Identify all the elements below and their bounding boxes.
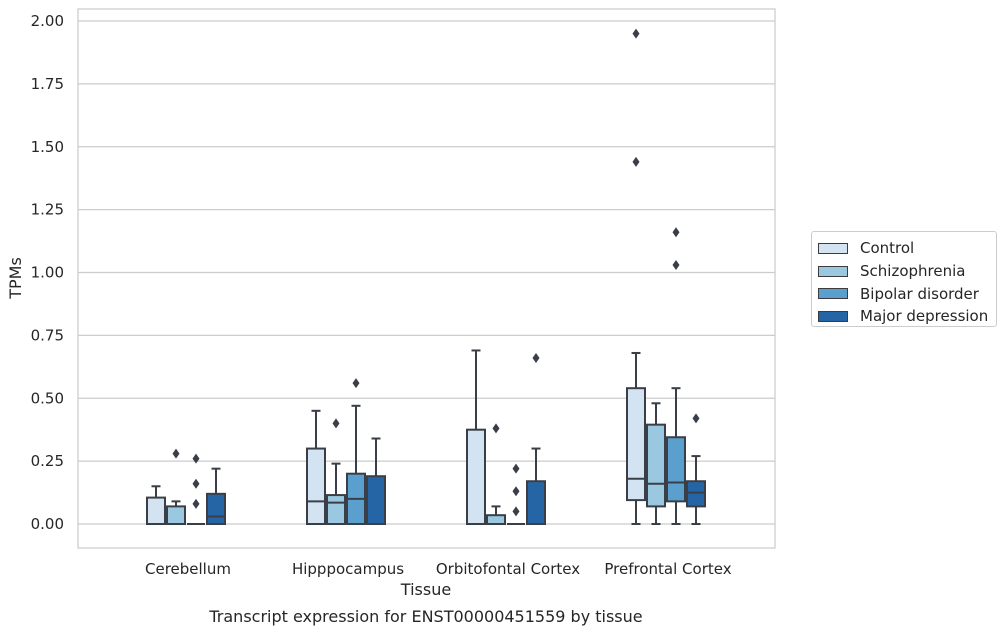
box-prefrontal-cortex-bipolar-disorder [666,227,686,525]
box-cerebellum-schizophrenia-body [166,505,186,525]
x-axis-ticks: Cerebellum Hipppocampus Orbitofontal Corte… [145,560,732,578]
legend: Control Schizophrenia Bipolar disorder M… [811,231,997,327]
legend-swatch-bipolar-disorder [818,288,848,300]
box-prefrontal-cortex-bipolar-disorder-body [666,436,686,503]
legend-item-bipolar-disorder: Bipolar disorder [818,282,996,305]
box-hipppocampus-bipolar-disorder [346,378,366,526]
box-prefrontal-cortex-major-depression [686,413,706,525]
box-prefrontal-cortex-schizophrenia-body [646,423,666,508]
legend-label-major-depression: Major depression [860,307,989,326]
box-cerebellum-schizophrenia [166,448,186,525]
box-hipppocampus-schizophrenia [326,418,346,526]
boxes [146,28,706,526]
box-orbitofontal-cortex-schizophrenia-body [486,514,506,526]
legend-swatch-control [818,242,848,254]
y-tick-label-2: 0.50 [31,389,64,407]
y-tick-label-6: 1.50 [31,138,64,156]
y-tick-label-1: 0.25 [31,452,64,470]
box-cerebellum-schizophrenia-outlier-0 [172,448,180,459]
box-hipppocampus-control-body [306,447,326,525]
y-tick-label-3: 0.75 [31,326,64,344]
x-tick-label-prefrontal-cortex: Prefrontal Cortex [604,560,731,578]
box-prefrontal-cortex-control-outlier-0 [632,28,640,39]
legend-label-bipolar-disorder: Bipolar disorder [860,284,979,303]
box-orbitofontal-cortex-major-depression-body [526,480,546,525]
y-tick-label-8: 2.00 [31,12,64,30]
box-prefrontal-cortex-control-body [626,387,646,502]
legend-label-control: Control [860,239,915,258]
box-cerebellum-major-depression-body [206,492,226,526]
x-tick-label-orbitofontal-cortex: Orbitofontal Cortex [436,560,580,578]
box-orbitofontal-cortex-bipolar-disorder-outlier-2 [512,506,520,517]
box-hipppocampus-schizophrenia-outlier-0 [332,418,340,429]
box-orbitofontal-cortex-bipolar-disorder [507,463,525,525]
y-tick-label-0: 0.00 [31,515,64,533]
box-hipppocampus-major-depression [366,437,386,525]
box-prefrontal-cortex-major-depression-body [686,480,706,508]
box-orbitofontal-cortex-bipolar-disorder-outlier-1 [512,486,520,497]
gridlines [78,20,775,525]
box-orbitofontal-cortex-control-body [466,428,486,525]
box-orbitofontal-cortex-major-depression [526,353,546,525]
box-prefrontal-cortex-control-outlier-1 [632,156,640,167]
legend-item-control: Control [818,237,996,260]
box-orbitofontal-cortex-control [466,349,486,525]
y-tick-label-7: 1.75 [31,75,64,93]
box-prefrontal-cortex-schizophrenia [646,402,666,525]
box-hipppocampus-schizophrenia-body [326,494,346,526]
box-orbitofontal-cortex-major-depression-outlier-0 [532,353,540,364]
box-hipppocampus-bipolar-disorder-outlier-0 [352,378,360,389]
box-orbitofontal-cortex-schizophrenia-outlier-0 [492,423,500,434]
box-prefrontal-cortex-bipolar-disorder-outlier-1 [672,259,680,270]
x-tick-label-hipppocampus: Hipppocampus [292,560,404,578]
legend-swatch-schizophrenia [818,265,848,277]
x-axis-label: Tissue [400,580,451,599]
box-cerebellum-bipolar-disorder-outlier-2 [192,498,200,509]
y-axis-label: TPMs [6,257,25,300]
box-hipppocampus-control [306,409,326,525]
chart-title: Transcript expression for ENST0000045155… [208,607,642,626]
box-cerebellum-control-body [146,496,166,525]
box-cerebellum-bipolar-disorder-outlier-1 [192,478,200,489]
plot-area-frame [77,8,776,549]
box-cerebellum-control [146,485,166,525]
legend-item-major-depression: Major depression [818,305,996,328]
box-prefrontal-cortex-bipolar-disorder-outlier-0 [672,227,680,238]
legend-swatch-major-depression [818,310,848,322]
y-axis-ticks: 0.00 0.25 0.50 0.75 1.00 1.25 1.50 1.75 2.00 [31,12,64,533]
legend-label-schizophrenia: Schizophrenia [860,262,966,281]
y-tick-label-4: 1.00 [31,264,64,282]
box-cerebellum-bipolar-disorder [187,453,205,525]
box-hipppocampus-major-depression-body [366,475,386,525]
y-tick-label-5: 1.25 [31,201,64,219]
box-prefrontal-cortex-major-depression-outlier-0 [692,413,700,424]
box-orbitofontal-cortex-schizophrenia [486,423,506,526]
box-orbitofontal-cortex-bipolar-disorder-outlier-0 [512,463,520,474]
box-cerebellum-major-depression [206,467,226,526]
box-cerebellum-bipolar-disorder-outlier-0 [192,453,200,464]
legend-item-schizophrenia: Schizophrenia [818,260,996,283]
x-tick-label-cerebellum: Cerebellum [145,560,231,578]
box-prefrontal-cortex-control [626,28,646,525]
